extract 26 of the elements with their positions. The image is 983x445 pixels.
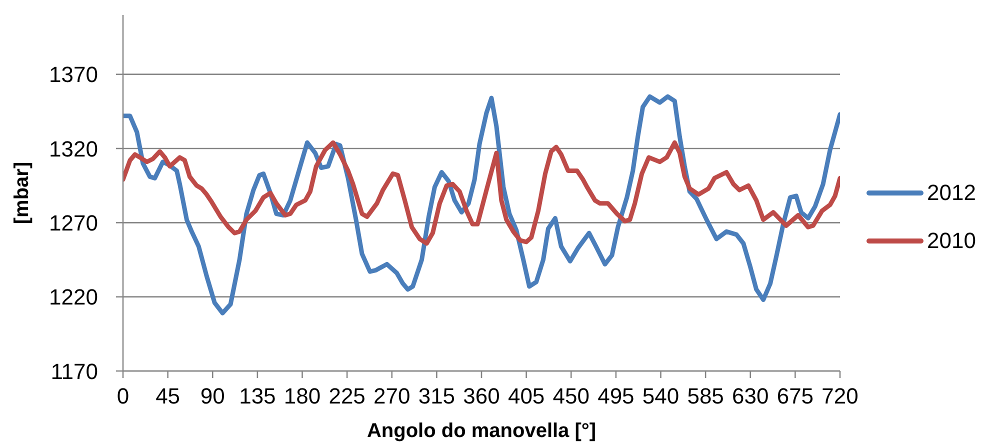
y-tick-label: 1320 <box>49 136 98 162</box>
x-tick-label: 405 <box>508 384 545 409</box>
x-tick-label: 45 <box>156 384 180 409</box>
x-tick-label: 360 <box>463 384 500 409</box>
y-tick-label: 1270 <box>49 210 98 236</box>
y-tick-label: 1170 <box>50 358 98 384</box>
x-tick-label: 540 <box>642 384 680 409</box>
x-tick-label: 90 <box>200 384 225 409</box>
x-tick-label: 0 <box>116 384 130 409</box>
y-tick-label: 1370 <box>49 62 98 88</box>
x-axis-title: Angolo do manovella [°] <box>366 420 596 442</box>
legend-label: 2010 <box>927 228 976 252</box>
y-axis-title: [mbar] <box>11 162 33 224</box>
legend-label: 2012 <box>927 180 976 204</box>
x-tick-label: 630 <box>732 384 769 409</box>
x-tick-label: 720 <box>822 384 858 409</box>
y-tick-label: 1220 <box>49 284 98 310</box>
x-tick-label: 180 <box>284 384 321 409</box>
x-tick-label: 270 <box>374 384 410 409</box>
x-tick-label: 495 <box>598 384 634 409</box>
x-tick-label: 135 <box>239 384 276 409</box>
x-tick-label: 225 <box>328 384 366 409</box>
x-tick-label: 315 <box>418 384 456 409</box>
x-tick-label: 675 <box>776 384 814 409</box>
x-tick-label: 450 <box>552 384 590 409</box>
x-tick-label: 585 <box>687 384 724 409</box>
